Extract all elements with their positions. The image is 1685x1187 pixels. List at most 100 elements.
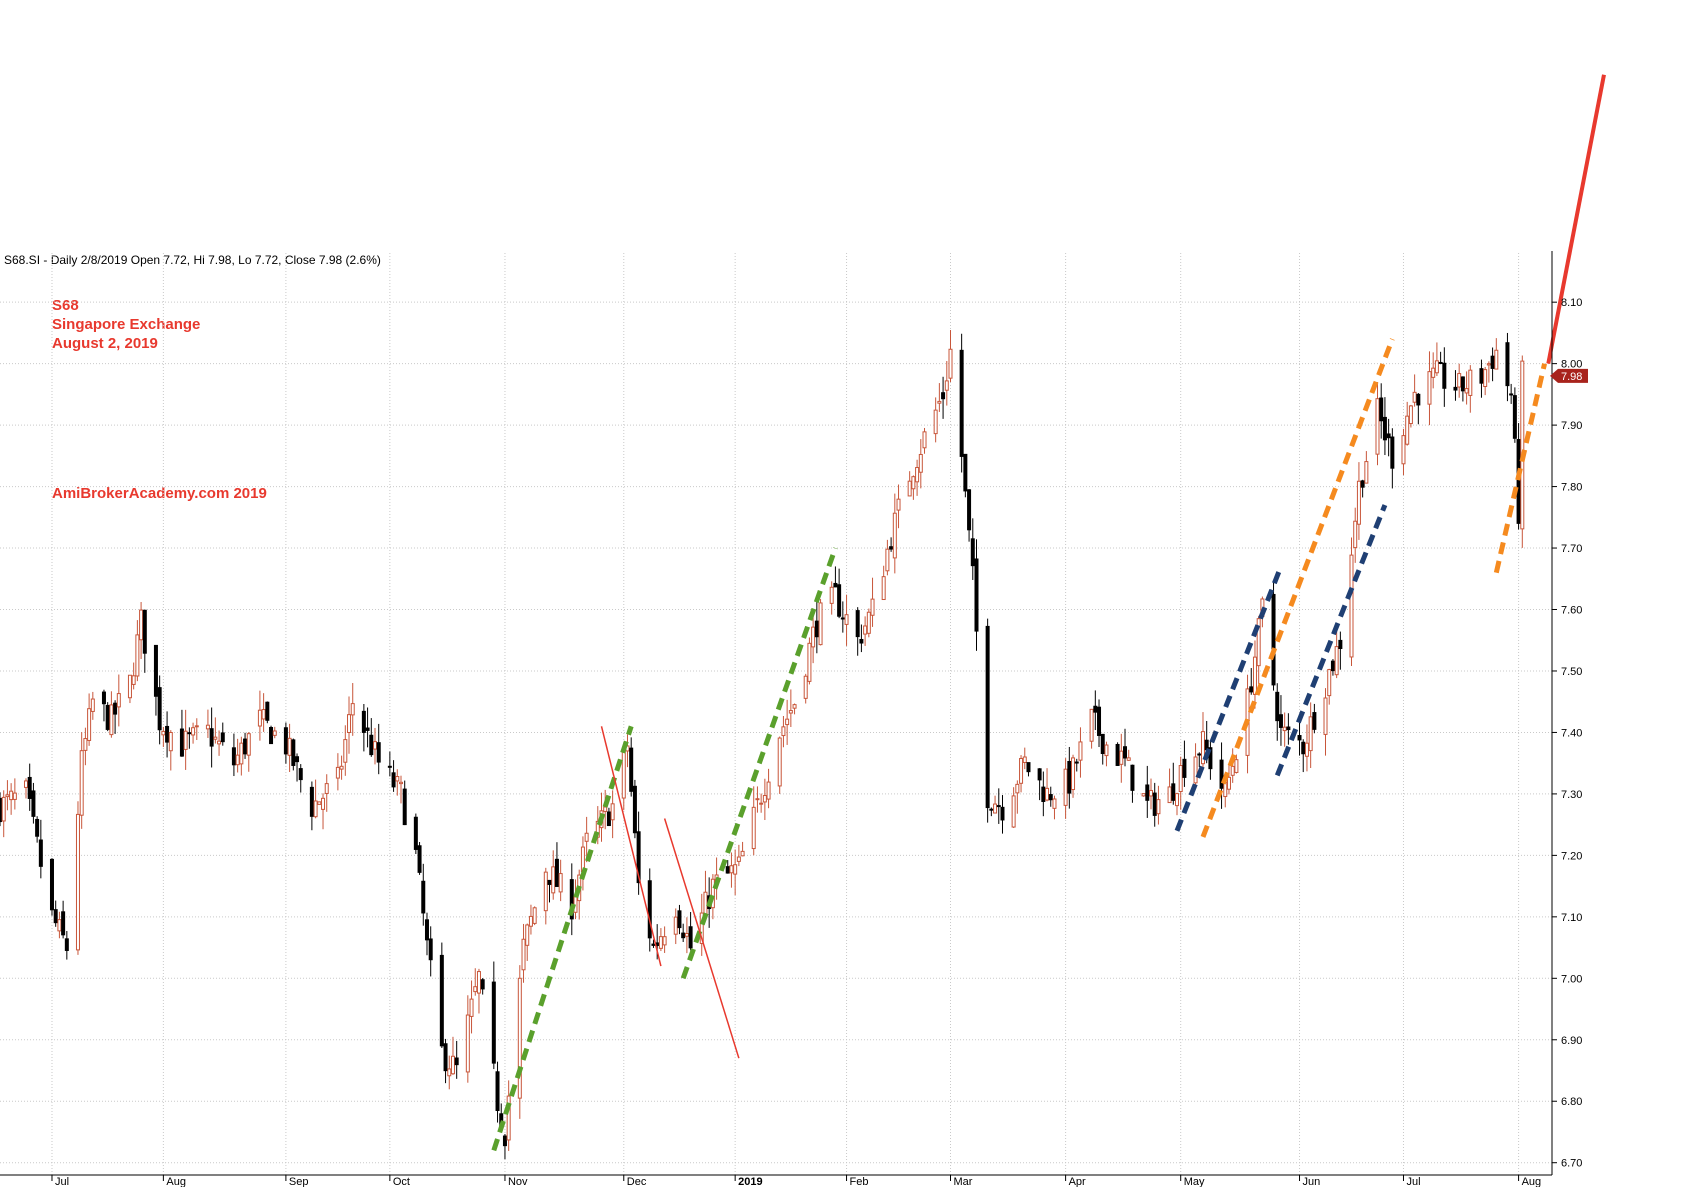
candle-up xyxy=(1304,742,1309,757)
candle-up xyxy=(807,642,812,682)
candle-up xyxy=(1375,398,1380,455)
candle-down xyxy=(1152,792,1157,816)
candle-up xyxy=(1405,415,1410,445)
symbol-annotation: S68 xyxy=(52,297,79,314)
candle-up xyxy=(829,586,834,604)
candle-down xyxy=(1379,397,1384,422)
candle-down xyxy=(1297,735,1302,741)
candle-up xyxy=(1089,708,1094,742)
candle-up xyxy=(87,708,92,741)
candle-down xyxy=(1130,764,1135,791)
candle-up xyxy=(395,776,400,782)
y-tick-label: 7.00 xyxy=(1561,973,1582,985)
last-price-marker xyxy=(1550,368,1588,383)
candle-up xyxy=(892,512,897,559)
candle-up xyxy=(168,731,173,752)
candle-up xyxy=(272,730,277,736)
trend-line-orange xyxy=(1493,363,1548,574)
candle-up xyxy=(235,754,240,766)
candle-up xyxy=(1520,360,1525,530)
candle-down xyxy=(1360,480,1365,488)
candle-up xyxy=(447,1068,452,1077)
x-tick-label: Jul xyxy=(55,1176,69,1187)
candle-up xyxy=(937,400,942,404)
candle-down xyxy=(1097,706,1102,736)
candle-up xyxy=(1045,787,1050,801)
candle-down xyxy=(1123,746,1128,759)
x-tick-label: Aug xyxy=(1522,1176,1542,1187)
y-tick-label: 7.20 xyxy=(1561,850,1582,862)
candle-down xyxy=(64,938,69,951)
candle-down xyxy=(1453,386,1458,391)
candle-up xyxy=(57,919,62,932)
candle-up xyxy=(261,709,266,720)
candle-down xyxy=(1390,436,1395,469)
candle-up xyxy=(755,798,760,801)
candle-up xyxy=(1349,554,1354,658)
candle-up xyxy=(1193,756,1198,784)
candle-up xyxy=(885,548,890,572)
candle-down xyxy=(1171,783,1176,801)
candle-up xyxy=(811,626,816,648)
candle-down xyxy=(0,797,2,823)
candle-down xyxy=(61,911,66,936)
candle-down xyxy=(1301,741,1306,755)
candle-down xyxy=(439,954,444,1047)
candle-down xyxy=(632,785,637,834)
candle-down xyxy=(157,687,162,731)
candle-up xyxy=(194,725,199,728)
candle-up xyxy=(9,790,14,801)
candle-up xyxy=(729,865,734,874)
candle-down xyxy=(647,880,652,939)
candle-down xyxy=(291,739,296,766)
candle-down xyxy=(298,768,303,781)
candle-down xyxy=(1067,760,1072,794)
candle-down xyxy=(428,938,433,961)
candle-up xyxy=(465,1014,470,1073)
candle-up xyxy=(762,795,767,803)
candle-up xyxy=(1412,391,1417,403)
candle-up xyxy=(313,800,318,818)
candle-up xyxy=(584,832,589,842)
candle-down xyxy=(424,919,429,941)
candle-up xyxy=(217,740,222,745)
y-tick-label: 7.60 xyxy=(1561,605,1582,617)
candle-down xyxy=(1208,747,1213,770)
candle-up xyxy=(896,498,901,511)
candle-up xyxy=(347,714,352,733)
candle-up xyxy=(551,866,556,894)
candle-up xyxy=(246,733,251,756)
candle-up xyxy=(1486,363,1491,366)
y-tick-label: 7.10 xyxy=(1561,912,1582,924)
candle-up xyxy=(788,710,793,714)
candle-up xyxy=(911,476,916,490)
candle-up xyxy=(473,986,478,993)
y-tick-label: 6.90 xyxy=(1561,1035,1582,1047)
candle-down xyxy=(243,738,248,755)
candle-down xyxy=(27,776,32,799)
candle-down xyxy=(365,727,370,731)
candle-up xyxy=(1356,480,1361,525)
candle-up xyxy=(558,873,563,893)
candle-up xyxy=(343,739,348,763)
candle-up xyxy=(881,576,886,601)
candle-down xyxy=(421,880,426,914)
axes: 6.70 6.80 6.90 7.00 7.10 7.20 7.30 7.40 7.50 7.60… xyxy=(0,251,1588,1187)
candle-up xyxy=(1427,371,1432,405)
candle-down xyxy=(269,727,274,745)
candle-up xyxy=(1223,781,1228,798)
candle-up xyxy=(131,675,136,685)
candle-down xyxy=(1505,342,1510,387)
candle-up xyxy=(733,864,738,875)
candle-down xyxy=(105,704,110,730)
candle-down xyxy=(53,909,58,924)
candle-up xyxy=(603,806,608,812)
candle-down xyxy=(179,728,184,757)
y-tick-label: 6.80 xyxy=(1561,1096,1582,1108)
candle-down xyxy=(1219,759,1224,789)
candle-up xyxy=(766,781,771,800)
x-tick-label: Jul xyxy=(1406,1176,1420,1187)
candle-up xyxy=(335,766,340,779)
candle-up xyxy=(922,431,927,449)
